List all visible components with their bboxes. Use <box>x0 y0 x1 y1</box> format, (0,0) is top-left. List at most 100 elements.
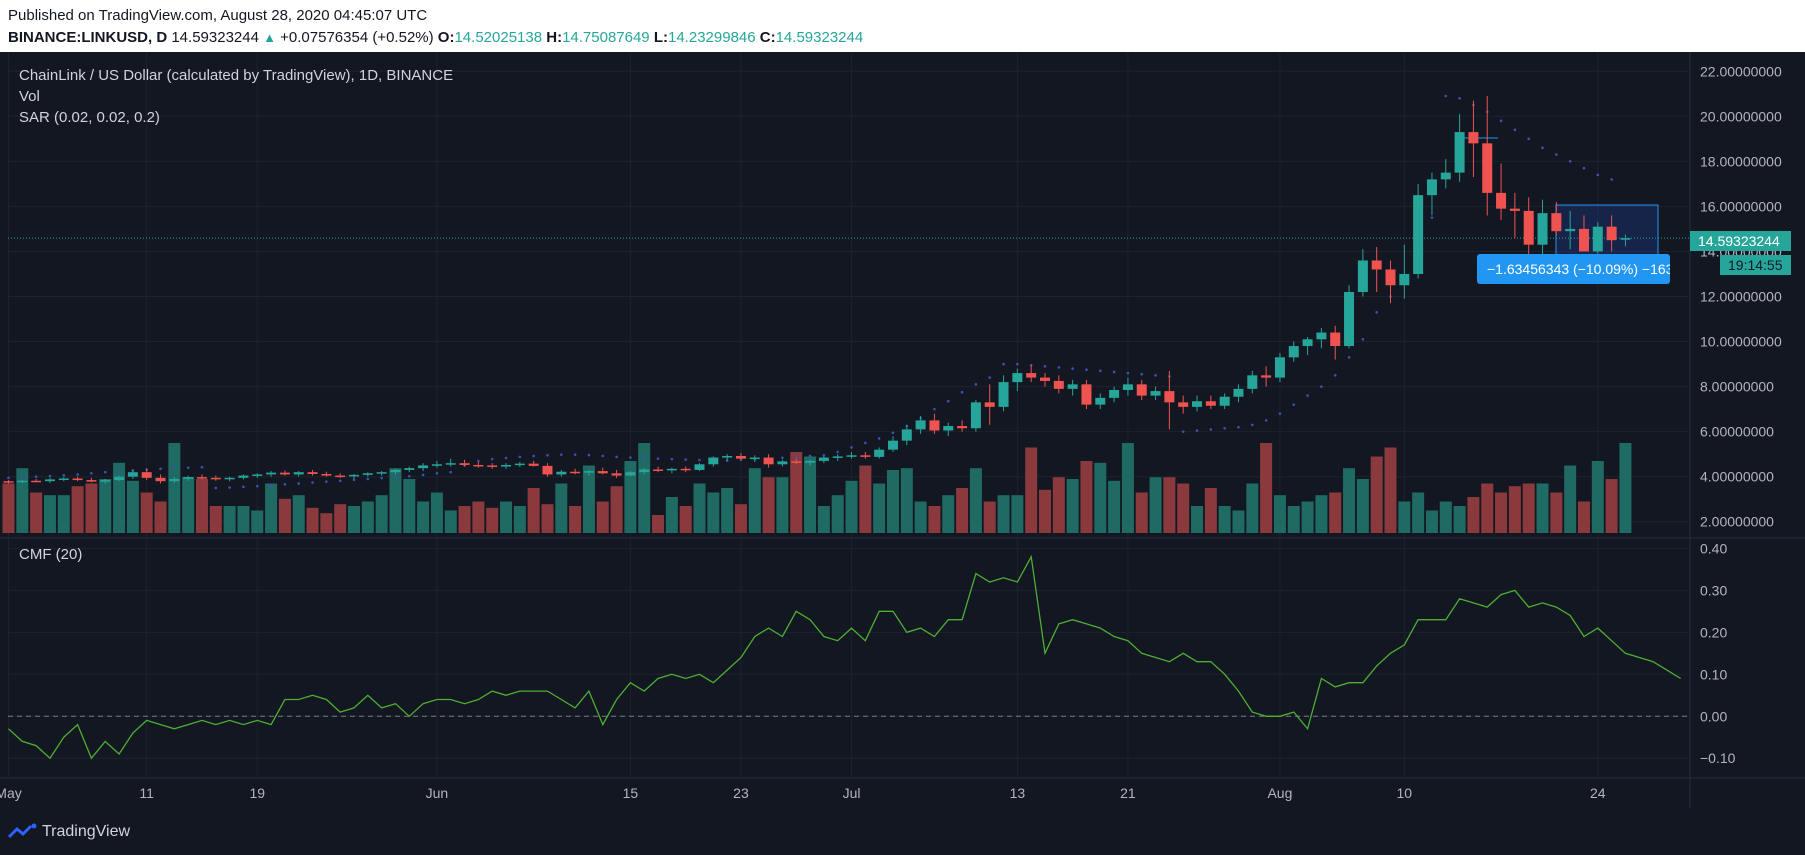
sar-dot <box>1568 160 1572 163</box>
countdown-tag: 19:14:55 <box>1720 255 1791 275</box>
candle-body <box>404 468 415 470</box>
volume-bar <box>237 506 250 533</box>
volume-bar <box>569 506 582 533</box>
volume-bar <box>1163 477 1176 533</box>
volume-bar <box>1025 447 1038 533</box>
sar-dot <box>1223 426 1226 430</box>
tradingview-logo[interactable]: TradingView <box>8 823 130 841</box>
volume-bar <box>983 501 996 533</box>
candle-body <box>1482 143 1493 193</box>
high-label: H: <box>546 29 563 46</box>
candle-body <box>169 478 180 482</box>
volume-bar <box>1108 480 1121 533</box>
sar-dot <box>214 486 218 490</box>
sar-dot <box>1458 96 1461 100</box>
volume-bar <box>1467 497 1480 533</box>
candle-body <box>1592 226 1603 252</box>
time-tick-label: 10 <box>1397 785 1413 801</box>
candle-body <box>570 471 581 474</box>
sar-dot <box>200 465 204 469</box>
time-tick-label: Jun <box>426 785 449 801</box>
candle-body <box>418 465 429 469</box>
sar-dot <box>1237 425 1240 429</box>
volume-bar <box>1191 506 1204 533</box>
volume-bar <box>679 506 692 533</box>
candle-body <box>349 474 359 477</box>
sar-dot <box>394 475 397 479</box>
volume-bar <box>624 461 637 533</box>
candle-body <box>1109 389 1120 398</box>
candle-body <box>818 457 829 461</box>
candle-body <box>653 469 664 471</box>
candle-body <box>459 463 470 465</box>
time-tick-label: Aug <box>1267 785 1292 801</box>
candle-body <box>556 471 567 475</box>
volume-bar <box>1356 479 1369 533</box>
candle-body <box>1565 228 1576 232</box>
sar-dot <box>946 399 950 403</box>
symbol-label: BINANCE:LINKUSD, D <box>8 29 168 46</box>
volume-bar <box>873 483 886 533</box>
volume-bar <box>486 507 499 533</box>
volume-bar <box>1287 506 1300 533</box>
sar-dot <box>629 456 632 459</box>
price-tick-label: 6.00000000 <box>1700 424 1774 440</box>
volume-bar <box>1177 483 1190 533</box>
sar-dot <box>255 484 259 488</box>
candle-body <box>528 463 539 466</box>
volume-bar <box>1398 501 1411 533</box>
sar-dot <box>1043 365 1047 368</box>
candle-body <box>1026 373 1037 378</box>
sar-dot <box>615 455 618 459</box>
sar-dot <box>103 470 107 474</box>
candle-body <box>1606 226 1617 241</box>
volume-bar <box>1218 506 1231 533</box>
sar-dot <box>228 486 231 489</box>
time-tick-label: 24 <box>1590 785 1606 801</box>
sar-dot <box>407 474 411 478</box>
volume-bar <box>251 510 264 533</box>
header-bar: Published on TradingView.com, August 28,… <box>0 0 1805 52</box>
last-price-tag: 14.59323244 <box>1690 231 1791 251</box>
candle-body <box>86 480 97 482</box>
volume-bar <box>804 456 817 533</box>
volume-bar <box>30 492 43 533</box>
price-tick-label: 22.00000000 <box>1700 63 1782 79</box>
volume-bar <box>57 495 70 533</box>
volume-bar <box>928 506 941 533</box>
candle-body <box>860 455 871 457</box>
candle-body <box>1219 396 1230 406</box>
candle-body <box>1274 357 1285 378</box>
candle-body <box>1247 375 1258 389</box>
volume-bar <box>1495 492 1508 533</box>
cmf-legend: CMF (20) <box>19 546 83 563</box>
volume-bar <box>306 507 319 533</box>
volume-bar <box>1605 479 1618 533</box>
sar-dot <box>1098 369 1102 373</box>
volume-bar <box>1260 443 1273 533</box>
candle-body <box>473 464 484 467</box>
volume-bar <box>1343 468 1356 533</box>
sar-dot <box>1209 428 1213 431</box>
candle-body <box>929 420 940 431</box>
cmf-tick-label: 0.40 <box>1700 540 1727 556</box>
candle-body <box>763 457 774 465</box>
volume-bar <box>1453 506 1466 533</box>
sar-dot <box>1555 153 1558 156</box>
price-chart[interactable]: 2.00000000 4.00000000 6.00000000 8.00000000… <box>0 52 1805 808</box>
sar-dot <box>1375 310 1378 314</box>
candle-body <box>335 475 346 478</box>
time-tick-label: May <box>0 785 22 801</box>
sar-dot <box>1527 137 1530 141</box>
volume-bar <box>721 488 734 533</box>
last-price: 14.59323244 <box>171 29 259 46</box>
sar-dot <box>242 485 245 489</box>
candle-body <box>1385 269 1396 286</box>
candle-body <box>749 457 760 460</box>
price-tick-label: 16.00000000 <box>1700 198 1782 214</box>
time-tick-label: 19 <box>249 785 265 801</box>
candle-body <box>514 463 525 466</box>
sar-dot <box>877 437 881 440</box>
volume-bar <box>168 443 181 533</box>
candle-body <box>805 460 816 463</box>
